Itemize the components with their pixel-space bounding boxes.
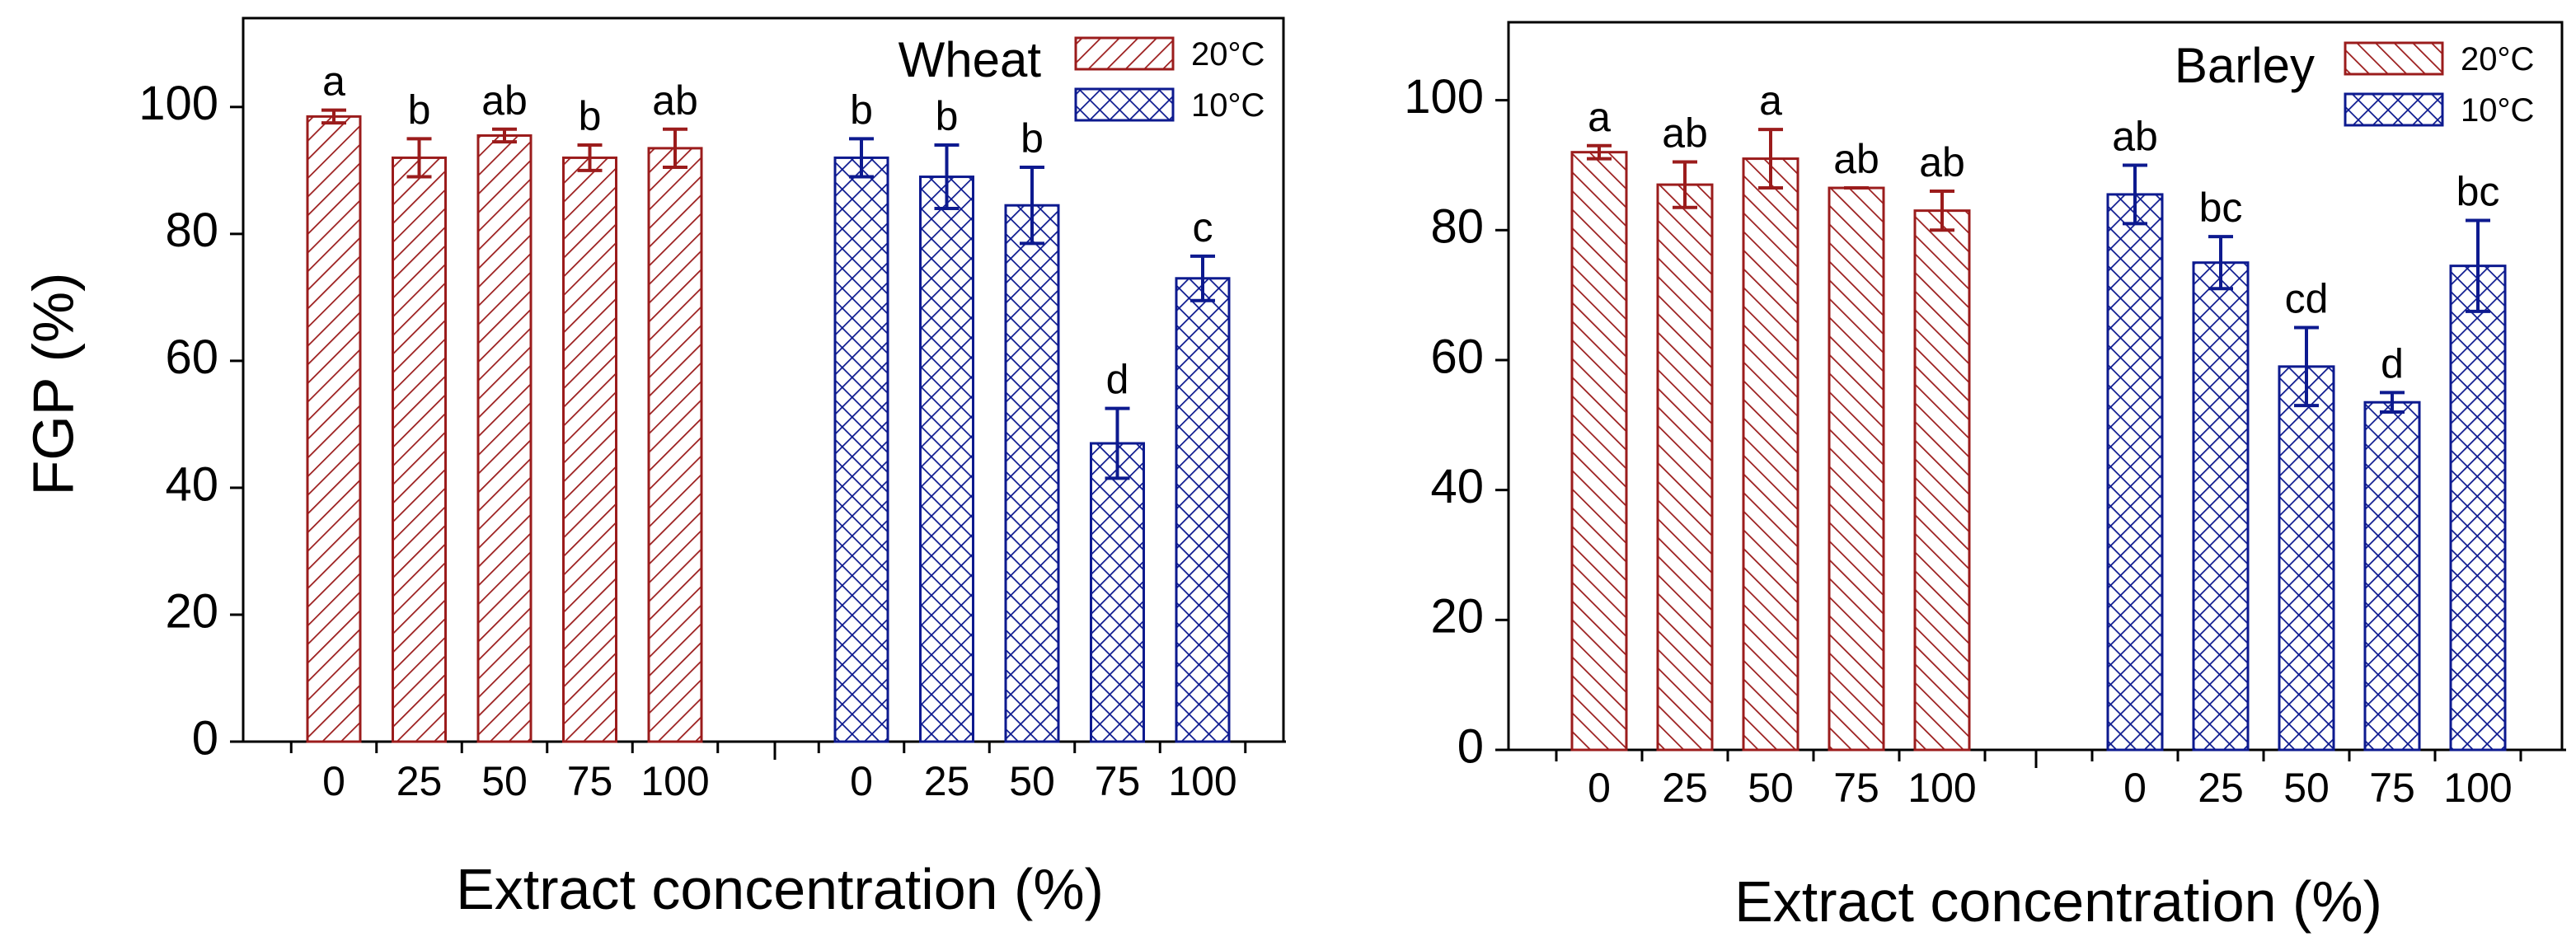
bar: [1570, 151, 1628, 752]
y-axis-title: FGP (%): [21, 273, 85, 496]
x-tick-label: 100: [2443, 765, 2512, 811]
significance-label: ab: [481, 77, 528, 124]
bar: [562, 156, 617, 743]
x-tick-label: 50: [2283, 765, 2330, 811]
significance-label: d: [2381, 340, 2404, 386]
x-tick-label: 0: [1588, 765, 1611, 811]
legend-swatch-20c: [1074, 36, 1175, 71]
bar: [919, 176, 974, 743]
x-tick-label: 0: [850, 758, 873, 804]
significance-label: a: [1759, 77, 1782, 124]
significance-label: ab: [1919, 139, 1965, 185]
x-tick-label: 25: [1662, 765, 1708, 811]
y-tick-label: 20: [1430, 590, 1484, 644]
significance-label: bc: [2199, 185, 2243, 231]
y-tick-label: 0: [1457, 719, 1484, 773]
significance-label: b: [579, 93, 602, 139]
y-tick-label: 100: [1404, 70, 1484, 124]
bar: [1175, 277, 1231, 743]
bar: [1004, 204, 1060, 743]
bar: [2363, 400, 2421, 752]
bar: [1742, 157, 1799, 752]
significance-label: c: [1193, 204, 1213, 251]
chart-panel-barley: Extract concentration (%) Barley 20°C 10…: [1404, 21, 2566, 934]
legend-label-10c: 10°C: [1191, 87, 1265, 124]
legend-label-20c: 20°C: [1191, 36, 1265, 73]
y-tick-label: 60: [1430, 330, 1484, 383]
bar: [1090, 442, 1145, 743]
x-tick-label: 100: [1168, 758, 1236, 804]
significance-label: a: [322, 59, 345, 105]
bar: [392, 156, 447, 743]
bar: [2192, 261, 2250, 752]
bar: [1913, 209, 1971, 752]
bar: [2278, 365, 2335, 752]
x-tick-label: 75: [567, 758, 613, 804]
x-axis-title: Extract concentration (%): [1734, 869, 2382, 934]
y-tick-label: 80: [165, 204, 218, 257]
chart-panel-wheat: FGP (%) Extract concentration (%) Wheat …: [21, 16, 1286, 921]
bar: [1656, 183, 1714, 752]
significance-label: cd: [2285, 276, 2329, 322]
y-tick-label: 80: [1430, 200, 1484, 254]
legend-swatch-10c: [2344, 92, 2444, 127]
significance-label: ab: [1662, 110, 1708, 157]
legend-swatch-10c: [1074, 87, 1175, 122]
x-tick-label: 75: [1833, 765, 1879, 811]
bar: [2106, 193, 2164, 752]
x-tick-label: 100: [640, 758, 709, 804]
y-tick-label: 40: [165, 457, 218, 511]
significance-label: a: [1588, 94, 1611, 140]
x-tick-label: 0: [2123, 765, 2147, 811]
legend: 20°C 10°C: [1074, 36, 1265, 124]
significance-label: b: [850, 87, 873, 133]
significance-label: b: [936, 93, 959, 139]
significance-label: ab: [2112, 113, 2158, 159]
y-tick-label: 40: [1430, 460, 1484, 513]
x-tick-label: 75: [2369, 765, 2415, 811]
legend-label-10c: 10°C: [2461, 92, 2534, 129]
legend-swatch-20c: [2344, 41, 2444, 76]
significance-label: bc: [2456, 168, 2500, 214]
x-tick-label: 50: [1009, 758, 1055, 804]
x-tick-label: 25: [924, 758, 970, 804]
x-tick-label: 25: [2198, 765, 2244, 811]
panel-title: Wheat: [899, 32, 1042, 87]
significance-label: b: [408, 87, 431, 133]
bar: [2449, 265, 2507, 752]
y-tick-label: 60: [165, 330, 218, 384]
y-tick-label: 20: [165, 584, 218, 638]
significance-label: b: [1021, 115, 1044, 162]
x-axis-title: Extract concentration (%): [456, 857, 1104, 921]
x-tick-label: 0: [322, 758, 345, 804]
significance-label: ab: [652, 77, 698, 124]
x-tick-label: 50: [481, 758, 528, 804]
bar: [1828, 186, 1885, 752]
bar: [476, 133, 533, 743]
panel-title: Barley: [2175, 38, 2315, 93]
bar: [306, 115, 362, 743]
significance-label: d: [1106, 357, 1129, 403]
y-tick-label: 100: [138, 77, 218, 130]
x-tick-label: 25: [396, 758, 443, 804]
x-tick-label: 50: [1748, 765, 1794, 811]
bar: [833, 156, 889, 743]
y-tick-label: 0: [192, 711, 218, 765]
legend-label-20c: 20°C: [2461, 41, 2534, 77]
x-tick-label: 100: [1907, 765, 1976, 811]
significance-label: ab: [1833, 136, 1879, 182]
legend: 20°C 10°C: [2344, 41, 2534, 129]
x-tick-label: 75: [1095, 758, 1141, 804]
bar: [647, 147, 703, 743]
